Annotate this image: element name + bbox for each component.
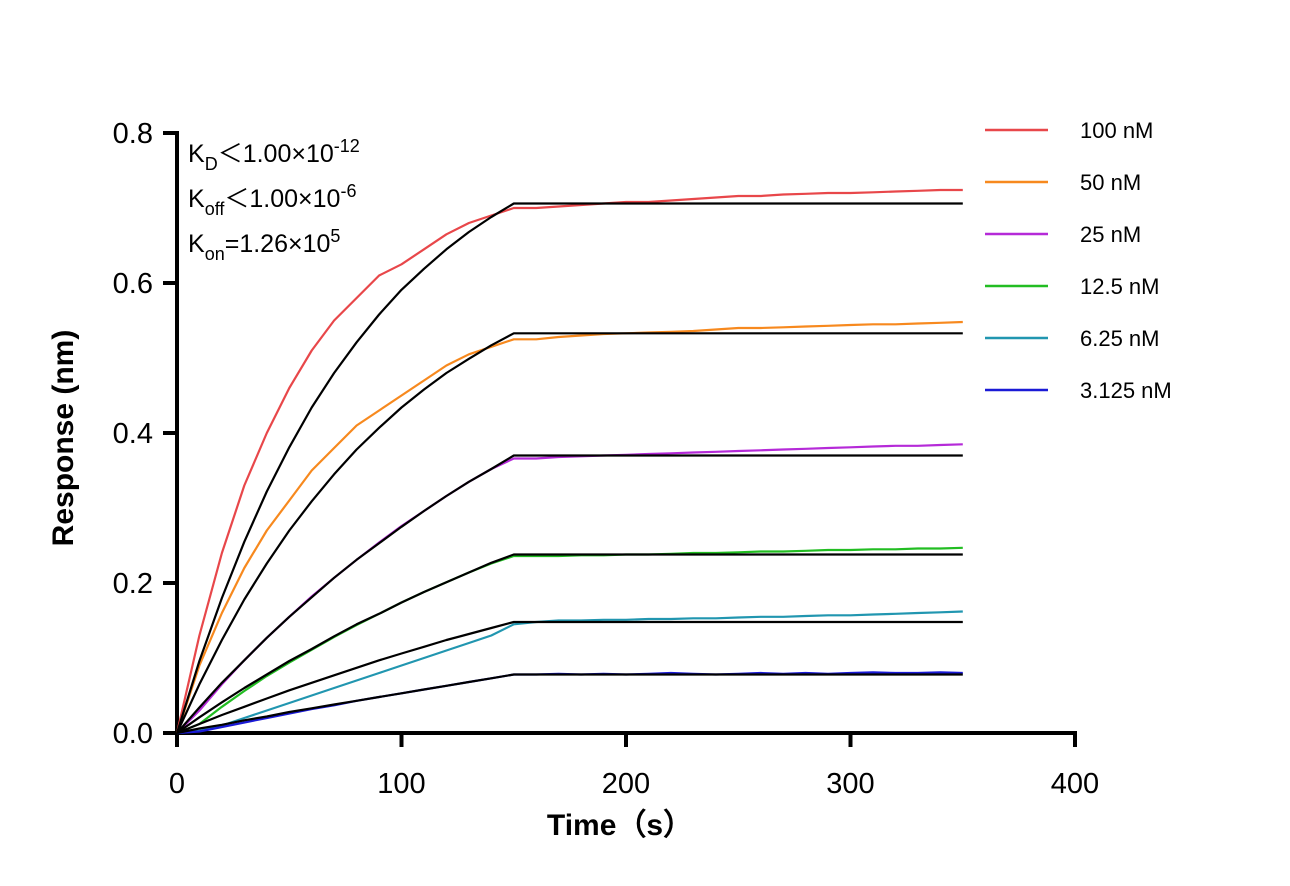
y-axis-label: Response (nm) [47, 330, 80, 547]
fit-line [176, 332, 963, 734]
y-tick-label: 0.4 [113, 418, 153, 450]
data-line [176, 671, 963, 735]
x-tick-label: 300 [826, 768, 874, 800]
x-axis-label: Time（s） [547, 808, 693, 842]
annotation-text: ＜1.00×10 [218, 140, 334, 168]
data-line [176, 443, 963, 734]
fit-line [176, 553, 963, 734]
annotation-sub: D [205, 154, 218, 174]
fit-line [176, 454, 963, 734]
data-line [175, 320, 963, 734]
annotation-main: K [188, 230, 205, 258]
fit-line [176, 673, 963, 735]
data-line [176, 610, 963, 735]
fit-line [176, 620, 963, 735]
annotation: KD＜1.00×10-12 [188, 136, 360, 174]
fit-line [175, 202, 963, 734]
legend-label: 25 nM [1080, 222, 1141, 247]
x-tick-label: 200 [602, 768, 650, 800]
annotation-main: K [188, 185, 205, 213]
annotation-sub: off [205, 199, 226, 219]
annotation: Kon=1.26×105 [188, 226, 340, 264]
legend-label: 6.25 nM [1080, 326, 1160, 351]
annotation-main: K [188, 140, 205, 168]
annotation: Koff＜1.00×10-6 [188, 181, 356, 219]
annotation-sup: -6 [340, 181, 356, 201]
annotation-sub: on [205, 244, 225, 264]
annotation-text: =1.26×10 [225, 230, 331, 258]
data-line [175, 188, 963, 734]
y-tick-label: 0.6 [113, 268, 153, 300]
annotation-text: ＜1.00×10 [224, 185, 340, 213]
legend-label: 100 nM [1080, 118, 1153, 143]
x-tick-label: 400 [1051, 768, 1099, 800]
legend-label: 50 nM [1080, 170, 1141, 195]
x-tick-label: 0 [169, 768, 185, 800]
y-tick-label: 0.8 [113, 118, 153, 150]
legend-label: 12.5 nM [1080, 274, 1160, 299]
y-tick-label: 0.0 [113, 718, 153, 750]
y-tick-label: 0.2 [113, 568, 153, 600]
legend-label: 3.125 nM [1080, 378, 1172, 403]
annotation-sup: 5 [330, 226, 340, 246]
x-tick-label: 100 [377, 768, 425, 800]
data-line [176, 546, 963, 735]
annotation-sup: -12 [334, 136, 360, 156]
